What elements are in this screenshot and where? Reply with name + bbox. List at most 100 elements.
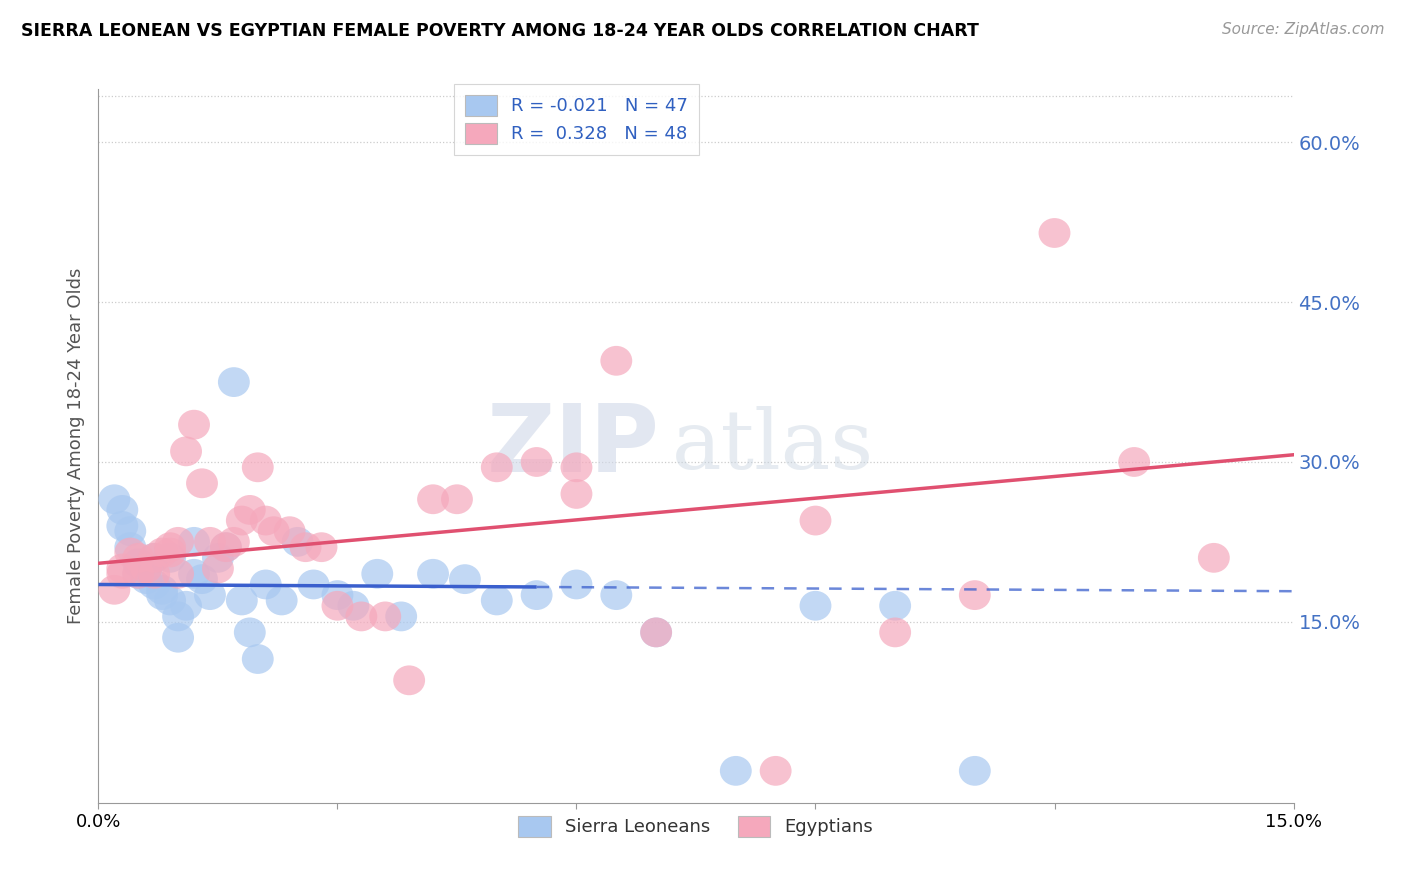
Ellipse shape	[107, 511, 138, 541]
Ellipse shape	[155, 533, 186, 562]
Ellipse shape	[146, 538, 179, 567]
Ellipse shape	[600, 346, 633, 376]
Ellipse shape	[233, 495, 266, 524]
Ellipse shape	[114, 516, 146, 546]
Ellipse shape	[879, 617, 911, 648]
Ellipse shape	[218, 527, 250, 557]
Ellipse shape	[250, 570, 281, 599]
Ellipse shape	[114, 538, 146, 567]
Ellipse shape	[394, 665, 425, 695]
Ellipse shape	[959, 756, 991, 786]
Ellipse shape	[162, 601, 194, 632]
Ellipse shape	[226, 585, 257, 615]
Ellipse shape	[107, 495, 138, 524]
Ellipse shape	[298, 570, 329, 599]
Ellipse shape	[385, 601, 418, 632]
Ellipse shape	[879, 591, 911, 621]
Ellipse shape	[1039, 218, 1070, 248]
Ellipse shape	[179, 559, 209, 589]
Ellipse shape	[250, 506, 281, 535]
Ellipse shape	[170, 436, 202, 467]
Legend: Sierra Leoneans, Egyptians: Sierra Leoneans, Egyptians	[512, 808, 880, 844]
Ellipse shape	[561, 570, 592, 599]
Ellipse shape	[305, 533, 337, 562]
Ellipse shape	[131, 554, 162, 583]
Ellipse shape	[138, 543, 170, 573]
Ellipse shape	[226, 506, 257, 535]
Ellipse shape	[209, 533, 242, 562]
Ellipse shape	[155, 543, 186, 573]
Text: Source: ZipAtlas.com: Source: ZipAtlas.com	[1222, 22, 1385, 37]
Ellipse shape	[122, 559, 155, 589]
Text: SIERRA LEONEAN VS EGYPTIAN FEMALE POVERTY AMONG 18-24 YEAR OLDS CORRELATION CHAR: SIERRA LEONEAN VS EGYPTIAN FEMALE POVERT…	[21, 22, 979, 40]
Ellipse shape	[194, 527, 226, 557]
Ellipse shape	[202, 543, 233, 573]
Ellipse shape	[561, 479, 592, 508]
Ellipse shape	[520, 580, 553, 610]
Ellipse shape	[233, 617, 266, 648]
Ellipse shape	[138, 570, 170, 599]
Ellipse shape	[322, 580, 353, 610]
Ellipse shape	[218, 368, 250, 397]
Ellipse shape	[146, 580, 179, 610]
Ellipse shape	[122, 543, 155, 573]
Ellipse shape	[98, 484, 131, 514]
Ellipse shape	[640, 617, 672, 648]
Ellipse shape	[520, 447, 553, 477]
Ellipse shape	[600, 580, 633, 610]
Ellipse shape	[481, 585, 513, 615]
Ellipse shape	[441, 484, 472, 514]
Ellipse shape	[481, 452, 513, 483]
Ellipse shape	[162, 527, 194, 557]
Ellipse shape	[98, 574, 131, 605]
Ellipse shape	[162, 559, 194, 589]
Ellipse shape	[242, 452, 274, 483]
Ellipse shape	[274, 516, 305, 546]
Ellipse shape	[194, 580, 226, 610]
Ellipse shape	[107, 554, 138, 583]
Ellipse shape	[257, 516, 290, 546]
Ellipse shape	[640, 617, 672, 648]
Ellipse shape	[418, 484, 449, 514]
Text: ZIP: ZIP	[488, 400, 661, 492]
Ellipse shape	[337, 591, 370, 621]
Ellipse shape	[162, 623, 194, 653]
Ellipse shape	[202, 554, 233, 583]
Ellipse shape	[138, 543, 170, 573]
Ellipse shape	[114, 533, 146, 562]
Ellipse shape	[720, 756, 752, 786]
Ellipse shape	[131, 554, 162, 583]
Ellipse shape	[155, 585, 186, 615]
Ellipse shape	[107, 559, 138, 589]
Ellipse shape	[800, 591, 831, 621]
Ellipse shape	[290, 533, 322, 562]
Ellipse shape	[186, 468, 218, 499]
Ellipse shape	[186, 565, 218, 594]
Ellipse shape	[146, 574, 179, 605]
Ellipse shape	[361, 559, 394, 589]
Ellipse shape	[266, 585, 298, 615]
Ellipse shape	[179, 409, 209, 440]
Ellipse shape	[242, 644, 274, 674]
Ellipse shape	[800, 506, 831, 535]
Ellipse shape	[449, 565, 481, 594]
Ellipse shape	[959, 580, 991, 610]
Ellipse shape	[1118, 447, 1150, 477]
Ellipse shape	[122, 549, 155, 578]
Ellipse shape	[122, 559, 155, 589]
Ellipse shape	[131, 565, 162, 594]
Ellipse shape	[138, 559, 170, 589]
Ellipse shape	[179, 527, 209, 557]
Ellipse shape	[155, 538, 186, 567]
Ellipse shape	[561, 452, 592, 483]
Ellipse shape	[281, 527, 314, 557]
Ellipse shape	[759, 756, 792, 786]
Ellipse shape	[418, 559, 449, 589]
Ellipse shape	[346, 601, 377, 632]
Y-axis label: Female Poverty Among 18-24 Year Olds: Female Poverty Among 18-24 Year Olds	[66, 268, 84, 624]
Ellipse shape	[209, 533, 242, 562]
Ellipse shape	[322, 591, 353, 621]
Text: atlas: atlas	[672, 406, 875, 486]
Ellipse shape	[1198, 543, 1230, 573]
Ellipse shape	[170, 591, 202, 621]
